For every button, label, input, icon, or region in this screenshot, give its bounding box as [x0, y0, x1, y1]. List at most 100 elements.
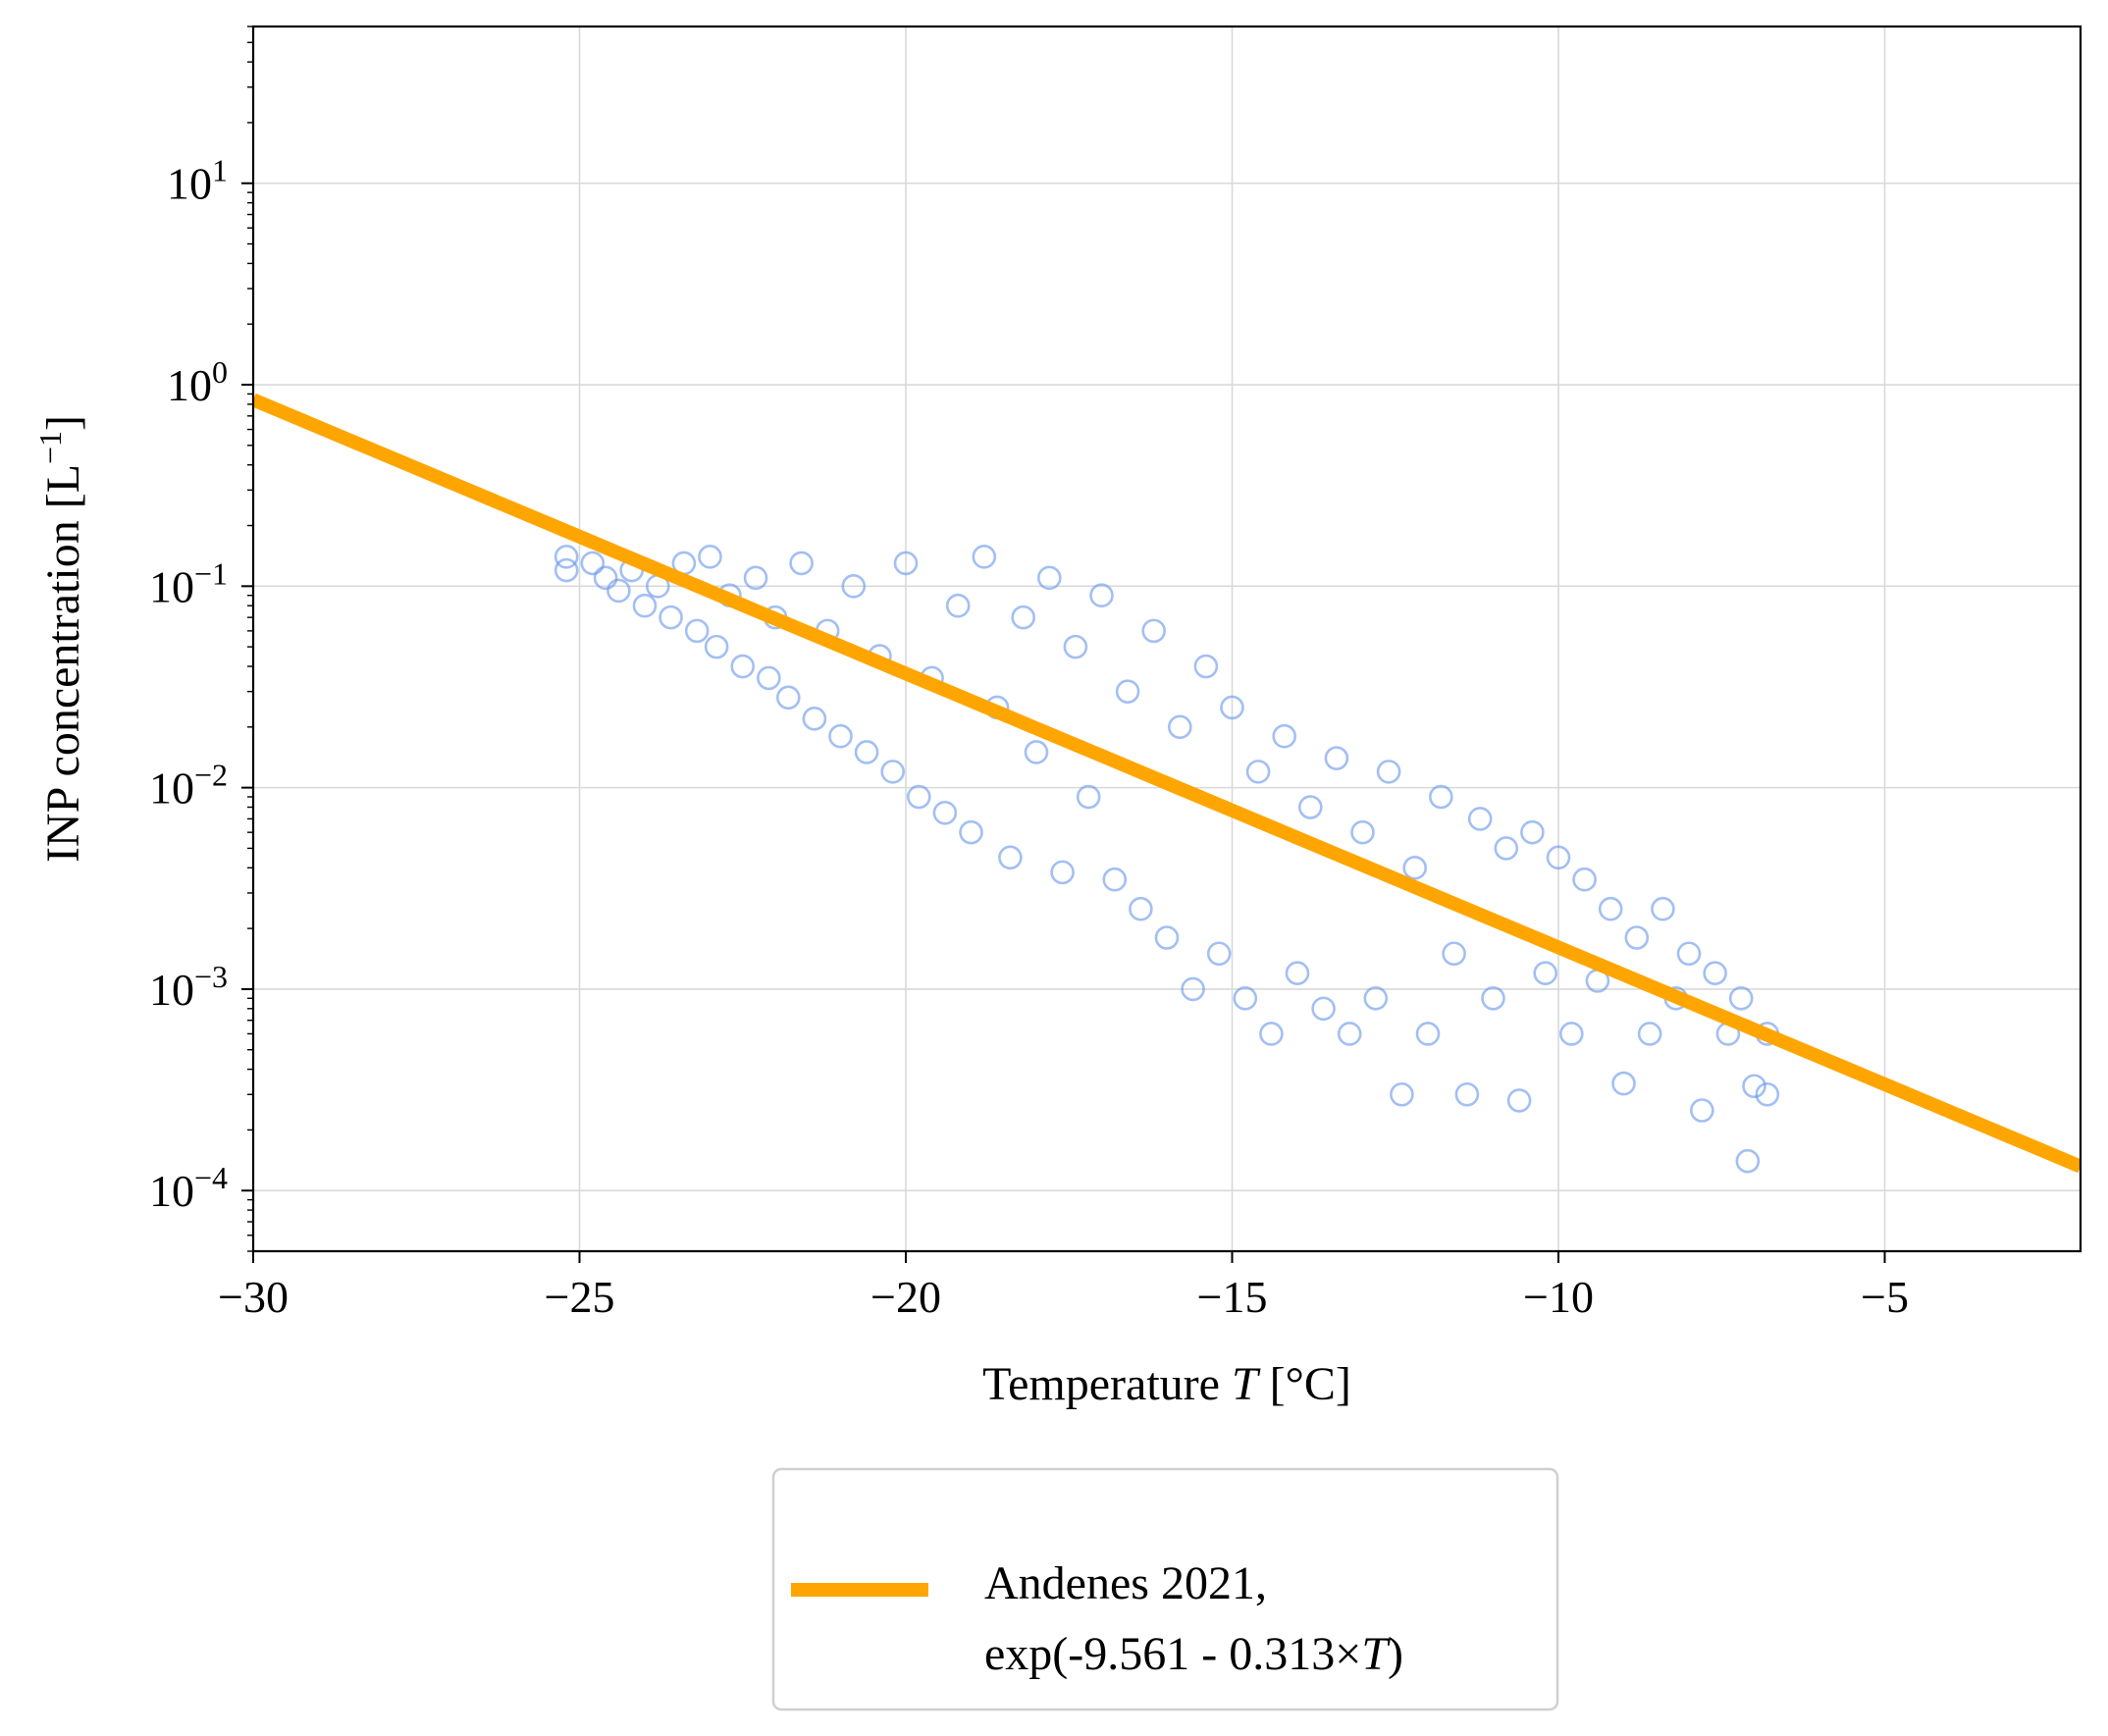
- scatter-point: [1742, 1074, 1766, 1099]
- scatter-point: [1285, 961, 1310, 985]
- y-tick-label: 10−2: [149, 758, 228, 814]
- fit-line-layer: [253, 393, 2081, 1174]
- scatter-point: [1651, 896, 1675, 921]
- scatter-point: [1037, 565, 1062, 591]
- scatter-point: [1376, 760, 1401, 784]
- x-tick-label: −30: [218, 1272, 289, 1322]
- scatter-point: [1024, 740, 1049, 764]
- scatter-point: [1168, 714, 1192, 740]
- scatter-point: [1598, 896, 1623, 921]
- scatter-point: [1546, 845, 1571, 870]
- scatter-point: [1533, 961, 1557, 985]
- scatter-point: [1559, 1022, 1584, 1046]
- scatter-point: [775, 685, 801, 710]
- legend-label-line2: exp(-9.561 - 0.313×T): [984, 1628, 1403, 1680]
- scatter-point: [854, 740, 879, 764]
- x-tick-label: −5: [1861, 1272, 1909, 1322]
- scatter-point: [1129, 896, 1153, 921]
- scatter-point: [1193, 654, 1219, 679]
- x-axis-title: Temperature T [°C]: [982, 1358, 1351, 1410]
- plot-background: [253, 26, 2081, 1251]
- scatter-point: [1494, 836, 1519, 861]
- scatter-point: [1728, 986, 1754, 1011]
- scatter-point: [1206, 941, 1232, 967]
- scatter-point: [1735, 1148, 1761, 1174]
- scatter-point: [1154, 925, 1180, 950]
- scatter-point: [1102, 867, 1128, 892]
- scatter-point: [1259, 1022, 1284, 1046]
- scatter-point: [580, 551, 606, 576]
- scatter-point: [1415, 1022, 1441, 1046]
- scatter-point: [659, 605, 683, 630]
- scatter-point: [1298, 795, 1323, 819]
- scatter-point: [1181, 976, 1205, 1002]
- x-tick-label: −25: [545, 1272, 615, 1322]
- scatter-point: [1442, 941, 1466, 967]
- scatter-point: [945, 593, 971, 618]
- scatter-point: [1572, 867, 1597, 892]
- scatter-point: [1637, 1022, 1662, 1046]
- scatter-point: [1337, 1022, 1362, 1046]
- legend-label-line1: Andenes 2021,: [984, 1557, 1267, 1609]
- scatter-point: [1115, 679, 1140, 704]
- scatter-point: [1324, 746, 1349, 770]
- scatter-point: [932, 800, 958, 825]
- y-tick-label: 10−3: [149, 959, 228, 1015]
- scatter-point: [730, 654, 756, 679]
- scatter-point: [1676, 941, 1702, 967]
- scatter-point: [998, 845, 1023, 870]
- scatter-point: [684, 618, 710, 644]
- scatter-point: [1481, 986, 1505, 1011]
- y-tick-label: 100: [167, 354, 228, 410]
- scatter-point: [893, 551, 919, 576]
- scatter-point: [1506, 1088, 1532, 1113]
- scatter-point: [1350, 819, 1375, 845]
- scatter-point: [1311, 996, 1336, 1022]
- scatter-point: [1390, 1081, 1414, 1107]
- scatter-point: [1063, 634, 1088, 659]
- scatter-point: [789, 551, 814, 576]
- scatter-point: [1233, 986, 1258, 1011]
- x-axis: −30 −25 −20 −15 −10 −5: [218, 1251, 1909, 1322]
- scatter-point: [1611, 1071, 1636, 1096]
- scatter-point: [757, 665, 781, 691]
- scatter-point: [632, 593, 658, 618]
- plot-frame: [251, 25, 2082, 1253]
- scatter-point: [1011, 605, 1035, 630]
- scatter-point: [1050, 860, 1075, 885]
- scatter-point: [1272, 723, 1296, 749]
- scatter-point: [698, 545, 722, 569]
- scatter-point: [1624, 925, 1650, 950]
- scatter-point: [1402, 856, 1427, 880]
- scatter-point: [1429, 784, 1453, 810]
- y-tick-label: 10−4: [149, 1160, 228, 1216]
- scatter-point: [1089, 583, 1114, 608]
- legend-box: [771, 1467, 1559, 1711]
- scatter-point: [1141, 618, 1166, 644]
- scatter-point: [1076, 784, 1101, 810]
- scatter-point: [841, 574, 867, 599]
- scatter-point: [1755, 1081, 1780, 1107]
- scatter-point: [1467, 807, 1493, 831]
- scatter-point: [1454, 1081, 1480, 1107]
- legend: Andenes 2021, exp(-9.561 - 0.313×T): [771, 1467, 1559, 1711]
- y-tick-label: 101: [167, 153, 228, 209]
- scatter-point: [1690, 1098, 1714, 1123]
- x-tick-label: −20: [870, 1272, 941, 1322]
- scatter-point: [553, 557, 579, 583]
- scatter-point: [553, 545, 579, 569]
- y-axis-title: INP concentration [L−1]: [32, 415, 89, 863]
- scatter-point: [593, 565, 618, 591]
- x-tick-label: −15: [1197, 1272, 1268, 1322]
- y-tick-label: 10−1: [149, 555, 228, 611]
- scatter-point: [880, 760, 906, 784]
- scatter-point: [828, 723, 853, 749]
- scatter-point: [704, 634, 729, 659]
- scatter-point: [1245, 760, 1271, 784]
- scatter-point: [906, 784, 931, 810]
- scatter-point: [802, 707, 827, 731]
- scatter-point: [1220, 695, 1244, 720]
- scatter-point: [1703, 961, 1727, 985]
- x-tick-label: −10: [1523, 1272, 1594, 1322]
